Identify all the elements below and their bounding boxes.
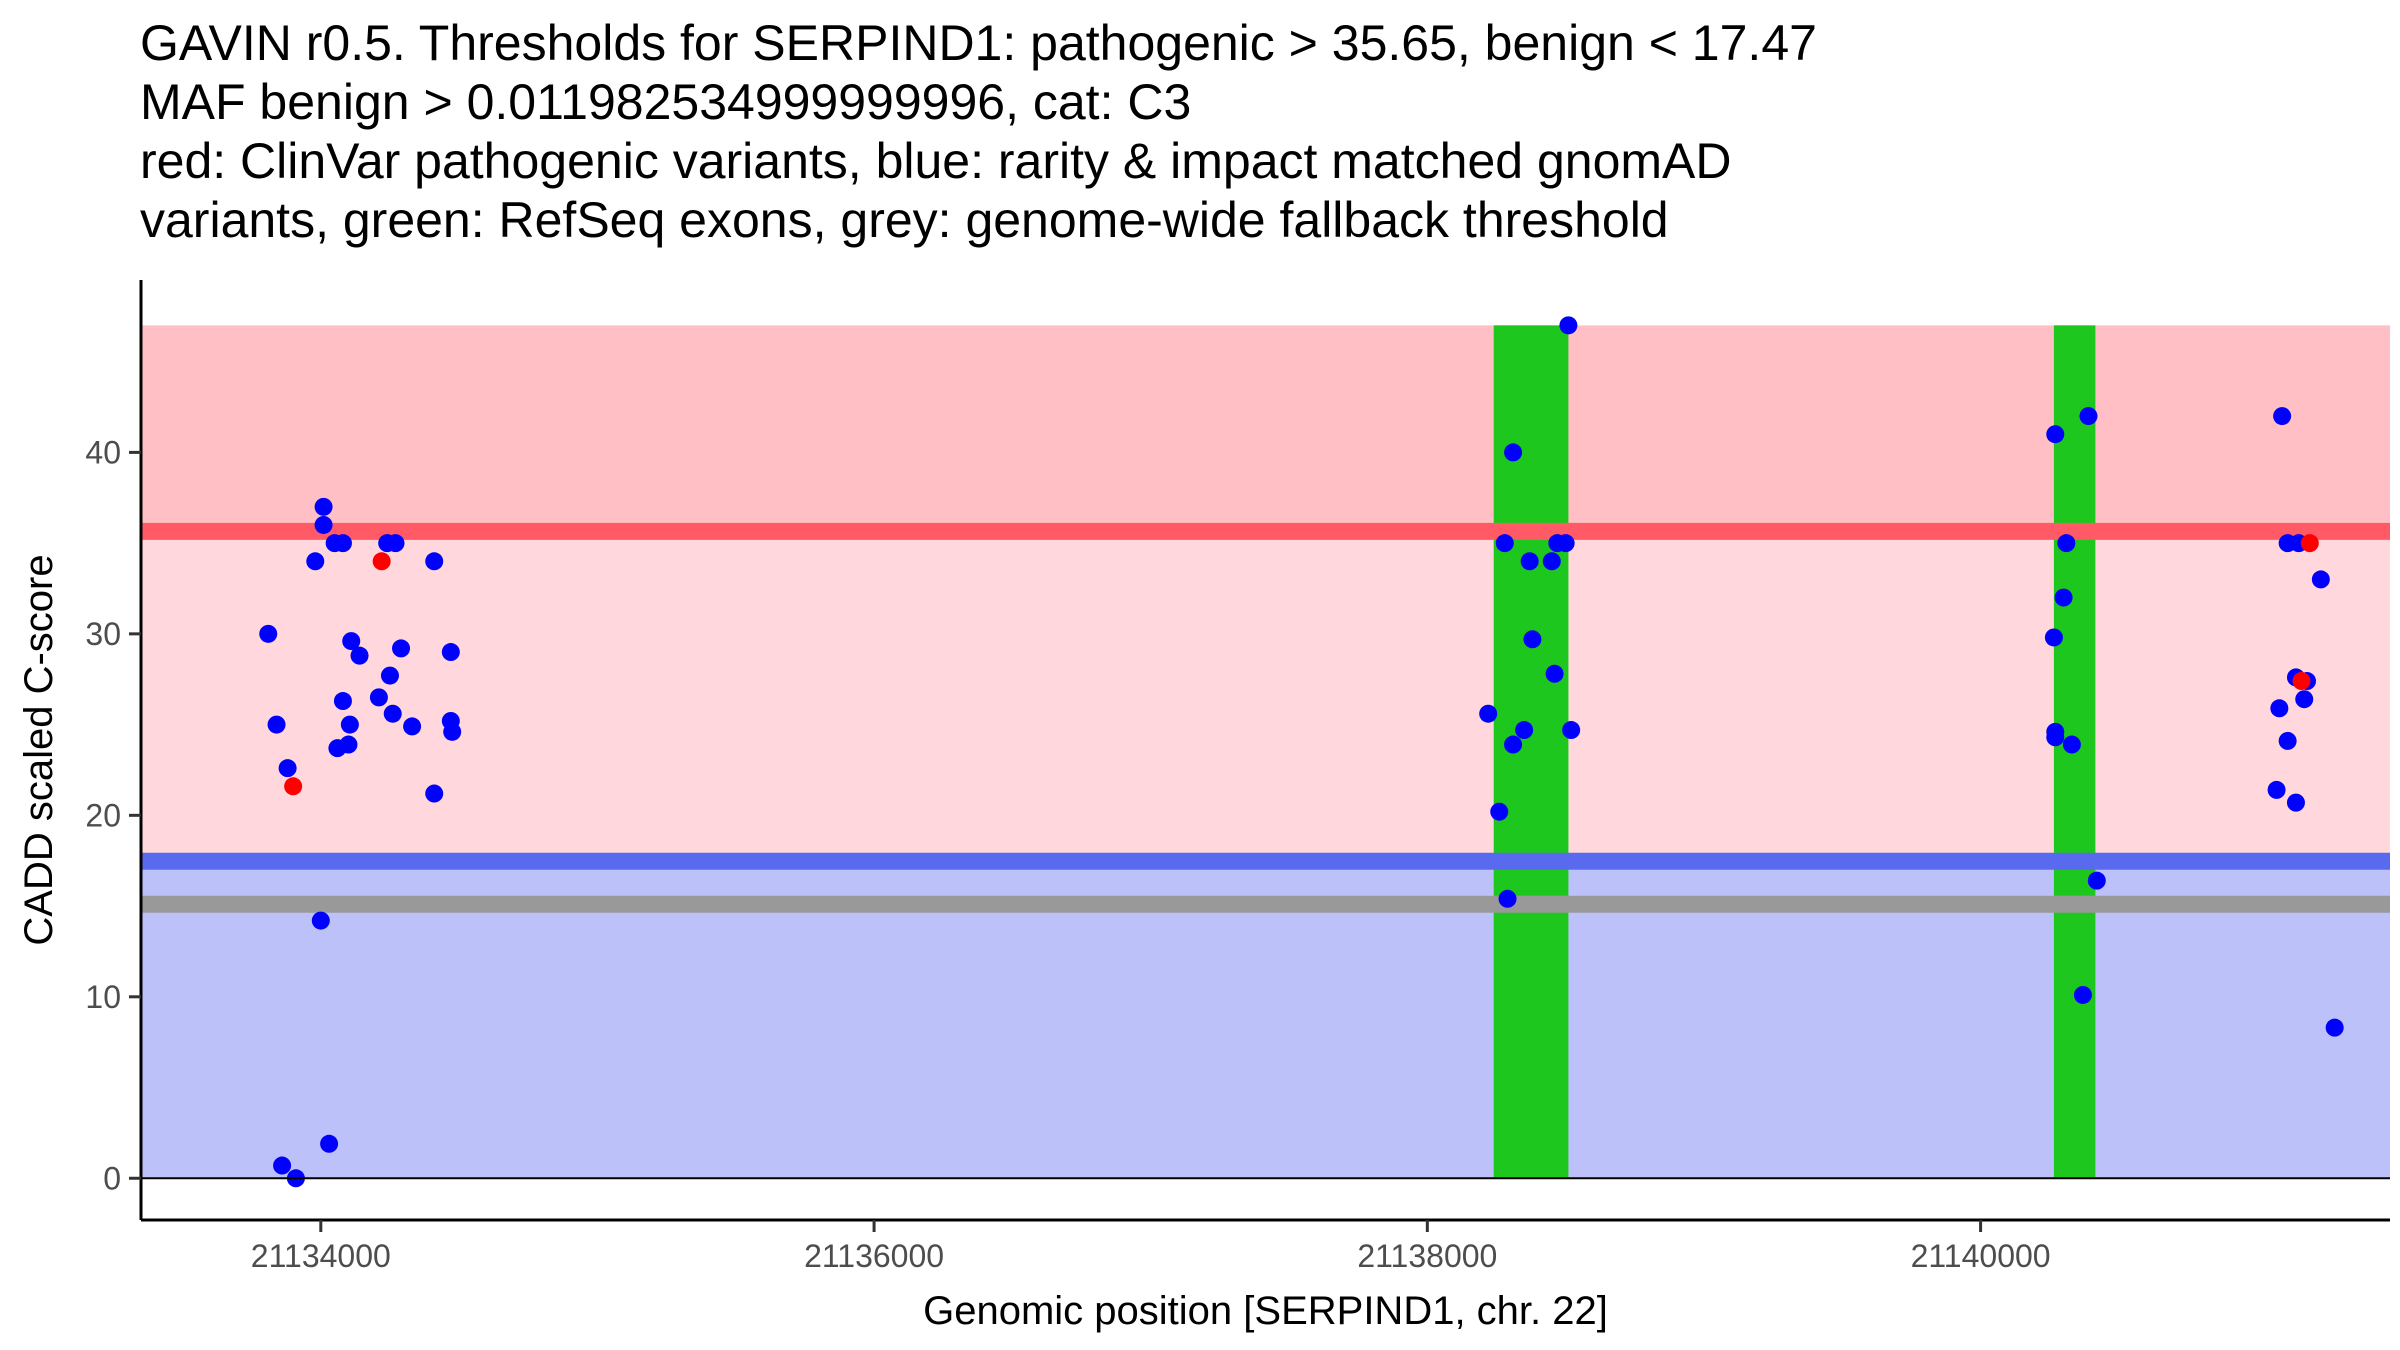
gnomad-point-40 — [1542, 552, 1561, 571]
gnomad-point-67 — [2325, 1018, 2344, 1037]
clinvar-point-3 — [2300, 534, 2319, 553]
gnomad-point-63 — [2286, 793, 2305, 812]
gnomad-point-51 — [2054, 588, 2073, 607]
exon-bar-1 — [1493, 325, 1569, 1179]
y-tick-label-40: 40 — [85, 434, 121, 470]
gnomad-point-31 — [1479, 704, 1498, 723]
gnomad-point-66 — [2311, 570, 2330, 589]
axes: 21134000 21136000 21138000 21140000 0 10 20 30 4… — [85, 280, 2390, 1274]
benign-region — [141, 861, 2390, 1179]
gnomad-point-12 — [340, 715, 359, 734]
gnomad-point-58 — [2267, 780, 2286, 799]
gnomad-point-64 — [2295, 690, 2314, 709]
clinvar-point-1 — [284, 777, 303, 796]
gnomad-point-22 — [403, 717, 422, 736]
gnomad-point-57 — [2270, 699, 2289, 718]
gnomad-point-6 — [314, 515, 333, 534]
gnomad-point-56 — [2273, 407, 2292, 426]
gnomad-point-25 — [441, 643, 460, 662]
gnomad-point-7 — [311, 911, 330, 930]
title-line-2: MAF benign > 0.011982534999999996, cat: … — [140, 74, 1192, 130]
gnomad-point-24 — [425, 784, 444, 803]
gnomad-point-37 — [1515, 721, 1534, 740]
y-tick-label-10: 10 — [85, 979, 121, 1015]
gnomad-point-43 — [1556, 534, 1575, 553]
gnomad-point-38 — [1520, 552, 1539, 571]
x-tick-label-21138000: 21138000 — [1357, 1238, 1497, 1274]
gnomad-point-39 — [1523, 630, 1542, 649]
gnomad-point-34 — [1498, 889, 1517, 908]
gnomad-point-23 — [425, 552, 444, 571]
gnomad-point-30 — [320, 1134, 339, 1153]
data-points — [259, 316, 2344, 1188]
x-tick-label-21134000: 21134000 — [251, 1238, 391, 1274]
gnomad-point-55 — [2073, 985, 2092, 1004]
gnomad-point-36 — [1504, 735, 1523, 754]
title-line-4: variants, green: RefSeq exons, grey: gen… — [140, 192, 1669, 248]
gnomad-point-60 — [2278, 731, 2297, 750]
y-tick-label-0: 0 — [103, 1160, 121, 1196]
exon-bars — [1493, 325, 2096, 1179]
clinvar-point-4 — [2292, 672, 2311, 691]
threshold-regions — [141, 325, 2390, 1179]
gnomad-point-44 — [1562, 721, 1581, 740]
gnomad-point-11 — [342, 632, 361, 651]
gnomad-point-9 — [333, 534, 352, 553]
clinvar-point-2 — [372, 552, 391, 571]
gnomad-point-16 — [369, 688, 388, 707]
gnomad-point-10 — [333, 692, 352, 711]
gnomad-point-21 — [392, 639, 411, 658]
title-line-3: red: ClinVar pathogenic variants, blue: … — [140, 133, 1732, 189]
gnomad-point-45 — [1559, 316, 1578, 335]
gnomad-point-2 — [267, 715, 286, 734]
gnomad-point-5 — [314, 497, 333, 516]
middle-region — [141, 531, 2390, 862]
chart-title: GAVIN r0.5. Thresholds for SERPIND1: pat… — [140, 14, 2360, 250]
gnomad-point-52 — [2062, 735, 2081, 754]
gnomad-point-41 — [1545, 664, 1564, 683]
gnomad-point-3 — [278, 759, 297, 778]
y-tick-label-20: 20 — [85, 797, 121, 833]
gnomad-point-47 — [2044, 628, 2063, 647]
gnomad-point-15 — [350, 646, 369, 665]
x-axis-title: Genomic position [SERPIND1, chr. 22] — [923, 1289, 1608, 1333]
threshold-lines — [141, 522, 2390, 913]
gnomad-point-53 — [2079, 407, 2098, 426]
gnomad-point-14 — [339, 735, 358, 754]
gnomad-point-50 — [2057, 534, 2076, 553]
gnomad-point-49 — [2046, 728, 2065, 747]
gnomad-point-20 — [383, 704, 402, 723]
gnomad-point-18 — [386, 534, 405, 553]
y-axis-title: CADD scaled C-score — [17, 554, 61, 945]
x-tick-label-21140000: 21140000 — [1911, 1238, 2051, 1274]
gnomad-point-35 — [1504, 443, 1523, 462]
gnomad-point-19 — [380, 666, 399, 685]
gnomad-point-46 — [2046, 425, 2065, 444]
gnomad-point-54 — [2087, 871, 2106, 890]
gnomad-point-27 — [443, 722, 462, 741]
gnomad-point-32 — [1490, 802, 1509, 821]
pathogenic-region — [141, 325, 2390, 532]
gnomad-point-1 — [259, 624, 278, 643]
gnomad-point-33 — [1495, 534, 1514, 553]
y-tick-label-30: 30 — [85, 616, 121, 652]
x-tick-label-21136000: 21136000 — [804, 1238, 944, 1274]
gnomad-point-29 — [273, 1156, 292, 1175]
title-line-1: GAVIN r0.5. Thresholds for SERPIND1: pat… — [140, 15, 1817, 71]
gnomad-point-4 — [306, 552, 325, 571]
